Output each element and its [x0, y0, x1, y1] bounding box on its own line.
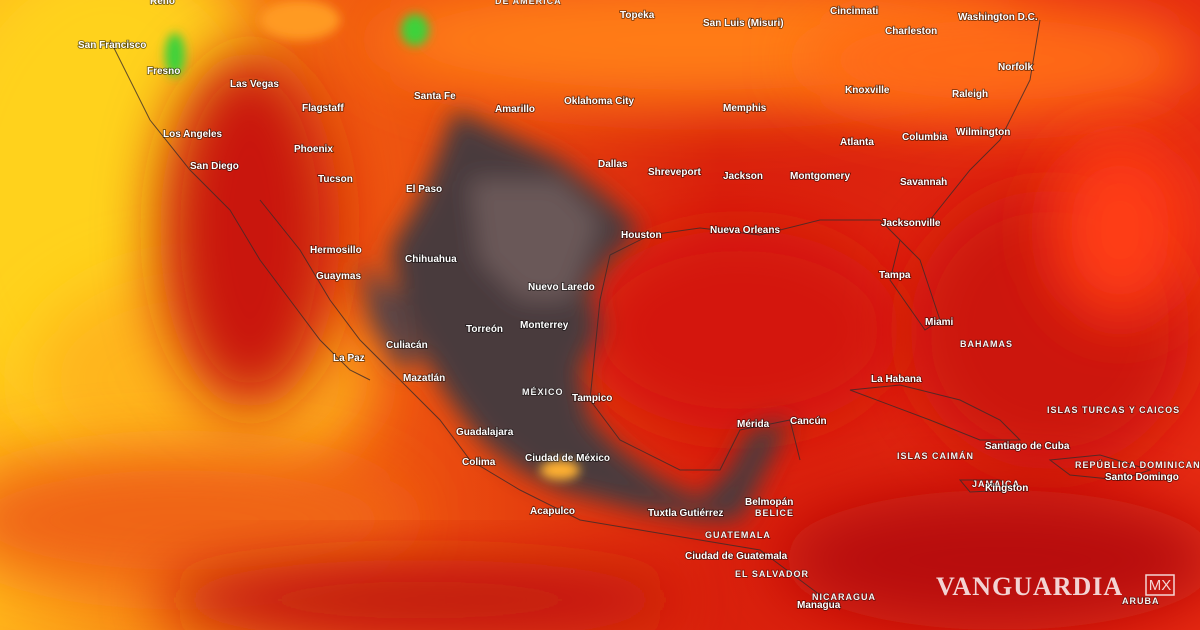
city-label: Acapulco: [530, 506, 575, 517]
city-label: Raleigh: [952, 89, 988, 100]
region-label: MÉXICO: [522, 387, 564, 397]
region-label: EL SALVADOR: [735, 569, 809, 579]
city-label: Charleston: [885, 26, 937, 37]
city-label: San Francisco: [78, 40, 146, 51]
city-label: Oklahoma City: [564, 96, 634, 107]
city-label: Amarillo: [495, 104, 535, 115]
city-label: Ciudad de Guatemala: [685, 551, 788, 562]
watermark-brand: VANGUARDIA: [936, 572, 1123, 601]
coastlines: [109, 19, 1152, 611]
place-labels: Reno DE AMERICA San Francisco Fresno Las Veg…: [77, 0, 1200, 612]
city-label: Tampico: [572, 393, 612, 404]
region-label: REPÚBLICA DOMINICANA: [1075, 459, 1200, 470]
city-label: Atlanta: [840, 137, 874, 148]
city-label: Tampa: [879, 270, 911, 281]
city-label: Memphis: [723, 103, 767, 114]
city-label: Topeka: [620, 10, 655, 21]
region-label: GUATEMALA: [705, 530, 771, 540]
region-label: ISLAS TURCAS Y CAICOS: [1047, 405, 1180, 415]
city-label: Nuevo Laredo: [528, 282, 595, 293]
city-label: Fresno: [147, 66, 180, 77]
city-label: Las Vegas: [230, 79, 279, 90]
city-label: Flagstaff: [302, 103, 344, 114]
region-label: DE AMERICA: [495, 0, 562, 6]
city-label: Monterrey: [520, 320, 569, 331]
city-label: Cancún: [790, 416, 827, 427]
city-label: Culiacán: [386, 340, 428, 351]
city-label: Tucson: [318, 174, 353, 185]
city-label: Reno: [150, 0, 175, 7]
city-label: Hermosillo: [310, 245, 362, 256]
city-label: Wilmington: [956, 127, 1010, 138]
city-label: Cincinnati: [830, 6, 879, 17]
city-label: Shreveport: [648, 167, 701, 178]
hot-land: [360, 110, 790, 520]
city-label: Tuxtla Gutiérrez: [648, 508, 723, 519]
city-label: Montgomery: [790, 171, 850, 182]
region-label: BAHAMAS: [960, 339, 1013, 349]
city-label: Ciudad de México: [525, 453, 610, 464]
city-label: Torreón: [466, 324, 503, 335]
city-label: Santa Fe: [414, 91, 456, 102]
city-label: Colima: [462, 457, 496, 468]
city-label: Washington D.C.: [958, 12, 1038, 23]
city-label: Guadalajara: [456, 427, 514, 438]
region-label: BELICE: [755, 508, 794, 518]
cool-spots: [165, 0, 580, 480]
city-label: Norfolk: [998, 62, 1033, 73]
city-label: Dallas: [598, 159, 628, 170]
region-label: JAMAICA: [972, 479, 1020, 489]
watermark-box: [1145, 574, 1175, 596]
city-label: San Diego: [190, 161, 239, 172]
city-label: El Paso: [406, 184, 442, 195]
city-label: Santiago de Cuba: [985, 441, 1070, 452]
city-label: Savannah: [900, 177, 947, 188]
city-label: Guaymas: [316, 271, 361, 282]
watermark-country: MX: [1149, 577, 1172, 594]
city-label: Los Angeles: [163, 129, 223, 140]
city-label: Mérida: [737, 419, 770, 430]
city-label: Miami: [925, 317, 954, 328]
city-label: Santo Domingo: [1105, 472, 1179, 483]
watermark: VANGUARDIA MX: [936, 572, 1175, 601]
city-label: Phoenix: [294, 144, 333, 155]
city-label: Managua: [797, 600, 841, 611]
city-label: Mazatlán: [403, 373, 445, 384]
city-label: Columbia: [902, 132, 948, 143]
city-label: San Luis (Misuri): [703, 18, 784, 29]
region-label: ISLAS CAIMÁN: [897, 451, 974, 461]
city-label: Jacksonville: [881, 218, 941, 229]
city-label: Knoxville: [845, 85, 890, 96]
city-label: La Habana: [871, 374, 922, 385]
city-label: Kingston: [985, 483, 1028, 494]
city-label: Belmopán: [745, 497, 793, 508]
city-label: Houston: [621, 230, 662, 241]
city-label: La Paz: [333, 353, 365, 364]
city-label: Chihuahua: [405, 254, 457, 265]
city-label: Jackson: [723, 171, 763, 182]
region-label: ARUBA: [1122, 596, 1160, 606]
city-label: Nueva Orleans: [710, 225, 780, 236]
region-label: NICARAGUA: [812, 592, 876, 602]
